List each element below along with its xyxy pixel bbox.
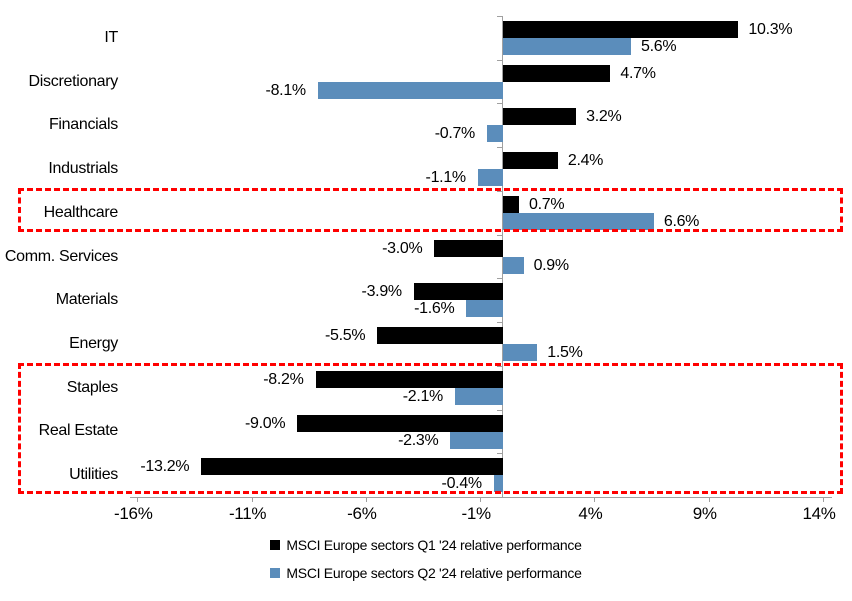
highlight-box-healthcare [18, 187, 843, 232]
category-label-discretionary: Discretionary [28, 72, 119, 90]
value-label-q1-staples: -8.2% [263, 370, 304, 388]
category-label-real-estate: Real Estate [38, 422, 119, 440]
bar-q1-energy [377, 327, 503, 345]
value-label-q2-healthcare: 6.6% [663, 212, 700, 230]
value-label-q2-utilities: -0.4% [441, 475, 483, 493]
category-label-it: IT [104, 28, 118, 46]
value-label-q1-materials: -3.9% [361, 283, 403, 301]
legend-label-q1: MSCI Europe sectors Q1 '24 relative perf… [286, 537, 582, 553]
value-label-q2-materials: -1.6% [414, 300, 455, 318]
value-label-q1-industrials: 2.4% [567, 152, 604, 170]
category-label-materials: Materials [55, 291, 119, 309]
value-label-q2-staples: -2.1% [402, 387, 444, 405]
x-axis-line [130, 497, 832, 498]
x-tick-label-5: 9% [692, 504, 717, 523]
x-axis-tick [252, 497, 253, 502]
legend-row-2: MSCI Europe sectors Q2 '24 relative perf… [0, 563, 852, 583]
x-axis-tick [137, 497, 138, 502]
y-axis-line [502, 16, 503, 498]
y-axis-tick [497, 410, 503, 411]
value-label-q1-financials: 3.2% [586, 108, 622, 126]
bar-q1-financials [503, 108, 577, 126]
y-axis-tick [497, 366, 503, 367]
x-axis-tick [823, 497, 824, 502]
value-label-q1-energy: -5.5% [324, 327, 366, 345]
category-label-energy: Energy [69, 334, 118, 352]
y-axis-tick [497, 497, 503, 498]
x-tick-label-1: -11% [228, 504, 267, 523]
value-label-q1-healthcare: 0.7% [529, 195, 565, 213]
y-axis-tick [497, 453, 503, 454]
y-axis-tick [497, 103, 503, 104]
bar-q1-comm-services [434, 239, 503, 257]
category-label-healthcare: Healthcare [43, 203, 119, 221]
bar-q1-real-estate [297, 414, 503, 432]
value-label-q1-discretionary: 4.7% [620, 64, 656, 82]
bar-q2-industrials [477, 169, 503, 187]
bar-q1-discretionary [503, 64, 611, 82]
bar-q2-healthcare [503, 212, 654, 230]
value-label-q2-energy: 1.5% [547, 344, 583, 362]
value-label-q1-it: 10.3% [748, 21, 793, 38]
y-axis-tick [497, 191, 503, 192]
bar-q2-financials [487, 125, 503, 143]
value-label-q2-financials: -0.7% [434, 125, 476, 143]
bar-q1-it [503, 21, 739, 38]
y-axis-tick [497, 60, 503, 61]
x-axis-tick [709, 497, 710, 502]
x-tick-label-3: -1% [461, 504, 491, 523]
value-label-q1-utilities: -13.2% [140, 458, 190, 476]
category-label-industrials: Industrials [48, 160, 118, 178]
legend-row-1: MSCI Europe sectors Q1 '24 relative perf… [0, 535, 852, 555]
category-label-staples: Staples [66, 378, 119, 396]
bar-q2-real-estate [450, 431, 503, 449]
x-tick-label-2: -6% [347, 504, 377, 523]
bar-q2-discretionary [317, 81, 503, 99]
bar-q2-it [503, 38, 631, 55]
bar-q1-industrials [503, 152, 558, 170]
x-tick-label-6: 14% [802, 504, 836, 523]
category-label-financials: Financials [48, 116, 118, 134]
bar-q1-materials [413, 283, 503, 301]
value-label-q2-it: 5.6% [641, 38, 677, 55]
highlight-box-staples-real-estate-utilities [18, 362, 843, 494]
value-label-q2-industrials: -1.1% [425, 169, 467, 187]
bar-q2-comm-services [503, 256, 524, 274]
bar-q2-staples [455, 387, 503, 405]
y-axis-tick [497, 147, 503, 148]
bar-q1-utilities [201, 458, 503, 476]
legend-marker-q1 [270, 540, 281, 550]
value-label-q1-real-estate: -9.0% [244, 414, 286, 432]
bar-q1-staples [315, 370, 503, 388]
x-tick-label-0: -16% [114, 504, 153, 523]
bar-q2-energy [503, 344, 538, 362]
y-axis-tick [497, 278, 503, 279]
y-axis-tick [497, 235, 503, 236]
legend-label-q2: MSCI Europe sectors Q2 '24 relative perf… [286, 565, 582, 581]
y-axis-tick [497, 16, 503, 17]
y-axis-tick [497, 322, 503, 323]
x-axis-tick [594, 497, 595, 502]
value-label-q2-comm-services: 0.9% [533, 256, 570, 274]
value-label-q2-discretionary: -8.1% [265, 81, 307, 99]
category-label-comm-services: Comm. Services [4, 247, 118, 265]
legend-marker-q2 [270, 568, 281, 578]
value-label-q1-comm-services: -3.0% [382, 239, 423, 257]
bar-q2-utilities [493, 475, 503, 493]
bar-q1-healthcare [503, 195, 519, 213]
x-tick-label-4: 4% [578, 504, 603, 523]
category-label-utilities: Utilities [69, 466, 118, 484]
x-axis-tick [366, 497, 367, 502]
bar-q2-materials [466, 300, 503, 318]
x-axis-tick [480, 497, 481, 502]
value-label-q2-real-estate: -2.3% [398, 431, 439, 449]
